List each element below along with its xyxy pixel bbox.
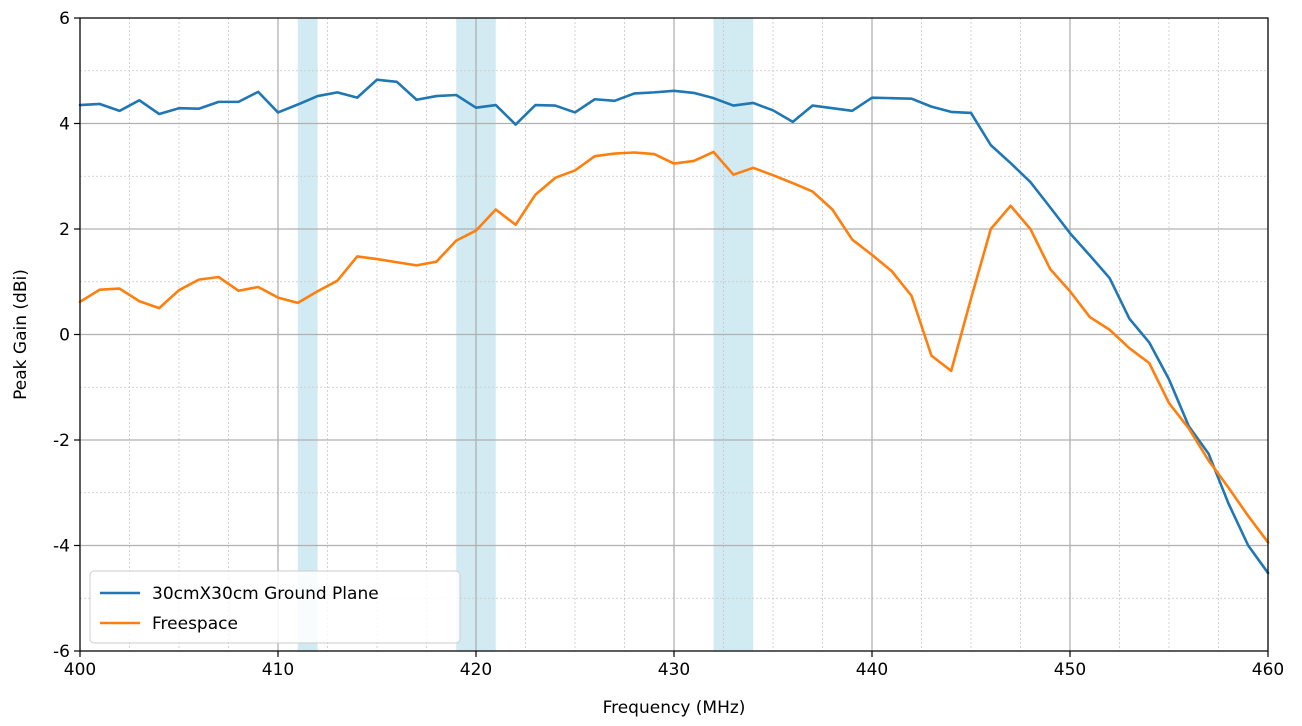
y-tick-label: 2 <box>59 220 70 240</box>
y-tick-label: -6 <box>53 642 70 662</box>
x-tick-label: 450 <box>1054 660 1086 680</box>
axis-ticks: 400 410 420 430 440 450 460 -6 -4 -2 0 2 4 6 <box>53 9 1284 680</box>
y-axis-label: Peak Gain (dBi) <box>11 269 31 400</box>
y-tick-label: 6 <box>59 9 70 29</box>
y-tick-label: -4 <box>53 537 70 557</box>
x-tick-label: 410 <box>262 660 294 680</box>
x-tick-label: 400 <box>64 660 96 680</box>
grid <box>79 17 1269 652</box>
legend: 30cmX30cm Ground Plane Freespace <box>89 570 461 644</box>
legend-box <box>89 570 461 644</box>
y-tick-label: 0 <box>59 326 70 346</box>
x-tick-label: 420 <box>460 660 492 680</box>
series-lines <box>78 78 1270 575</box>
x-tick-label: 430 <box>658 660 690 680</box>
legend-label-1: 30cmX30cm Ground Plane <box>152 584 379 604</box>
x-tick-label: 440 <box>856 660 888 680</box>
y-tick-label: -2 <box>53 431 70 451</box>
y-tick-label: 4 <box>59 115 70 135</box>
x-tick-label: 460 <box>1252 660 1284 680</box>
legend-label-2: Freespace <box>152 614 238 634</box>
x-axis-label: Frequency (MHz) <box>603 698 746 718</box>
series-line-1 <box>78 78 1270 575</box>
series-line-2 <box>78 150 1270 544</box>
